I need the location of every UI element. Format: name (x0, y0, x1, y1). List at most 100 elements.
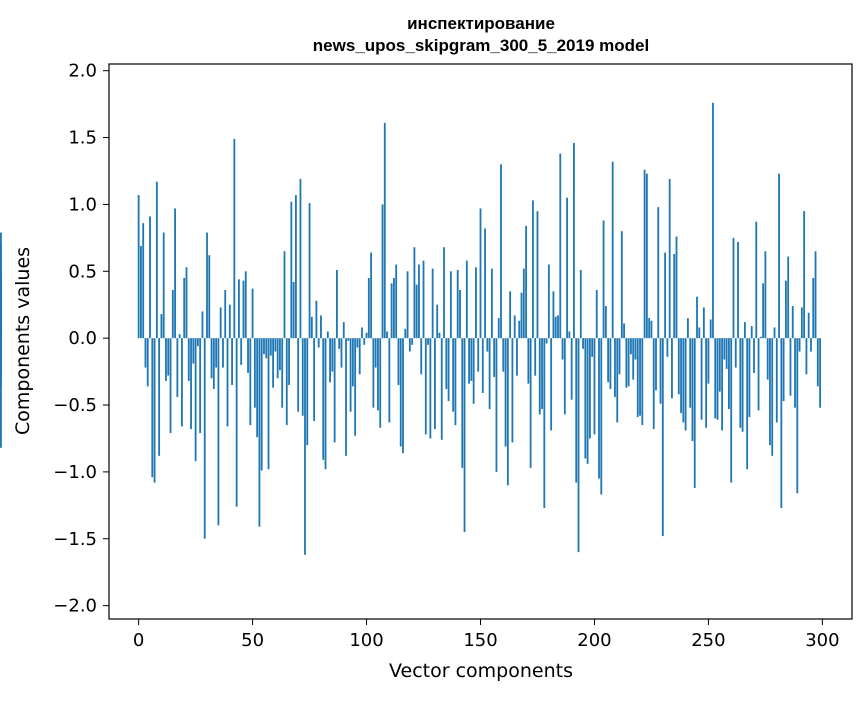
bar (775, 338, 778, 423)
bar (661, 338, 664, 537)
bar (789, 338, 792, 396)
bar (238, 279, 240, 339)
bar (680, 338, 682, 414)
bar (199, 338, 202, 434)
bar (201, 311, 204, 339)
bar (402, 338, 404, 454)
bar (686, 318, 689, 339)
bar (477, 338, 480, 372)
bar (176, 338, 179, 397)
bar (769, 338, 771, 446)
bar (696, 296, 698, 339)
bar (598, 338, 600, 479)
bar (750, 326, 753, 339)
bar (413, 247, 416, 339)
bar (778, 173, 780, 339)
bar (762, 283, 765, 339)
bar (0, 331, 2, 339)
bar (627, 338, 630, 387)
x-axis-label: Vector components (389, 660, 573, 682)
bar (0, 338, 2, 448)
bar (732, 237, 735, 339)
bar (684, 338, 687, 431)
bar (534, 338, 537, 376)
bar (449, 271, 452, 339)
bar (440, 338, 443, 440)
bar (600, 338, 603, 495)
y-tick-label: −2.0 (53, 596, 97, 617)
plot-frame (108, 63, 853, 620)
bar (659, 338, 662, 404)
bar (244, 271, 247, 339)
bar (502, 338, 505, 372)
bar (249, 338, 252, 426)
bar (579, 269, 582, 339)
bar (739, 338, 742, 428)
bar (445, 338, 448, 389)
bar (741, 338, 744, 432)
bar (240, 338, 243, 365)
bar (272, 338, 275, 388)
bar (771, 338, 774, 456)
bar (165, 338, 167, 381)
bar (306, 338, 309, 446)
bar (506, 338, 509, 486)
bar (675, 236, 678, 339)
bar (342, 322, 345, 339)
bar (390, 283, 393, 339)
bar (408, 338, 411, 352)
bar (472, 338, 475, 404)
bar (304, 338, 306, 555)
bar (288, 338, 290, 385)
bar (490, 268, 493, 339)
y-tick-label: 1.0 (68, 194, 97, 215)
x-tick-label: 200 (577, 630, 611, 651)
bar (345, 338, 347, 456)
bar (641, 338, 644, 426)
bar (294, 195, 297, 339)
bar (484, 228, 486, 339)
bar (146, 338, 149, 387)
bar (233, 138, 236, 339)
bar (217, 338, 220, 526)
bar (648, 318, 651, 339)
bar (529, 338, 532, 468)
bar (153, 338, 156, 483)
y-axis-label: Components values (12, 247, 34, 435)
bar (447, 338, 450, 402)
bar (438, 332, 441, 339)
bar (805, 338, 808, 375)
bar (263, 338, 265, 355)
bar (167, 338, 170, 376)
bar (377, 338, 379, 411)
bar (812, 277, 815, 339)
bar (358, 338, 361, 375)
bar (716, 338, 719, 420)
bar (151, 338, 154, 478)
bar (755, 221, 758, 339)
bar (226, 338, 229, 427)
bar (279, 338, 281, 371)
bar (194, 338, 197, 462)
bar (545, 338, 548, 344)
bar (231, 338, 233, 385)
bar (500, 164, 502, 339)
x-tick-label: 250 (691, 630, 725, 651)
bar (721, 338, 723, 431)
y-axis-ticks: 2.0 1.5 1.0 0.5 0.0 −0.5 −1.0 −1.5 −2.0 (53, 61, 109, 617)
bar (187, 338, 190, 381)
bar (557, 315, 559, 339)
bar (682, 338, 685, 423)
bar (315, 300, 318, 339)
bar (192, 338, 195, 364)
x-tick-label: 100 (349, 630, 383, 651)
x-axis-ticks: 0 50 100 150 200 250 300 (133, 619, 840, 651)
bar (588, 338, 591, 439)
bar (158, 338, 161, 456)
bar (406, 271, 409, 339)
bar (655, 338, 657, 391)
y-tick-label: 2.0 (68, 61, 97, 82)
bar (636, 338, 639, 418)
x-tick-label: 50 (241, 630, 264, 651)
